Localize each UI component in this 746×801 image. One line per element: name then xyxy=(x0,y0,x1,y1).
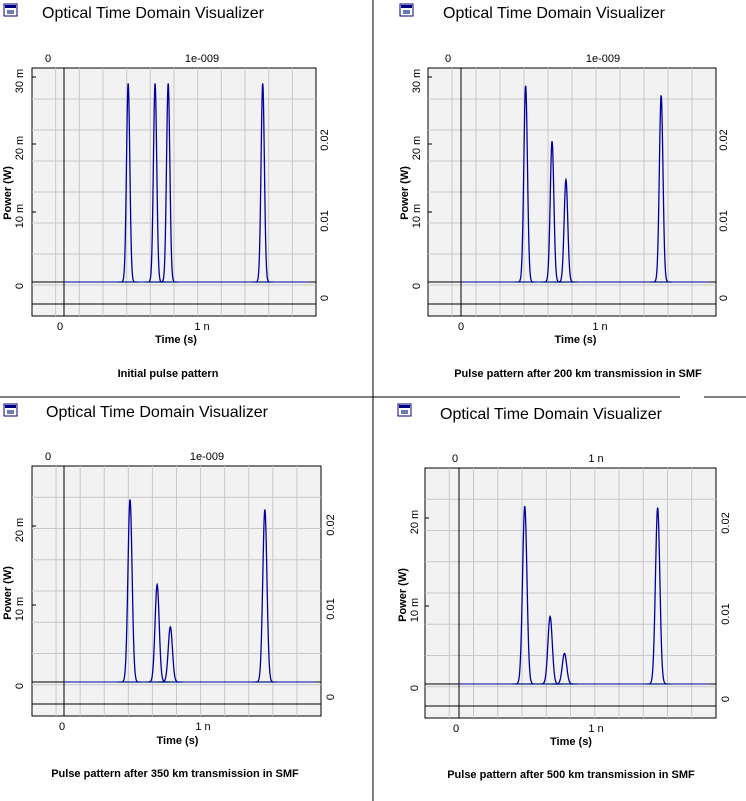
visualizer-window-icon[interactable] xyxy=(3,403,18,417)
x-axis-label: Time (s) xyxy=(157,735,199,747)
right-tick-label: 0 xyxy=(325,694,337,700)
left-tick-label: 0 xyxy=(14,283,26,289)
pulse-peak xyxy=(518,85,533,283)
right-tick-label: 0 xyxy=(720,696,732,702)
x-axis-label: Time (s) xyxy=(155,334,197,346)
bottom-tick-label: 1 n xyxy=(592,321,607,333)
top-tick-label: 0 xyxy=(445,53,451,65)
pulse-peak xyxy=(121,499,139,683)
left-tick-label: 20 m xyxy=(14,518,26,542)
right-tick-label: 0.02 xyxy=(718,129,730,150)
pulse-peak xyxy=(148,83,162,283)
pulse-peak xyxy=(256,509,274,683)
y-axis-label: Power (W) xyxy=(399,166,411,220)
chart-title: Optical Time Domain Visualizer xyxy=(46,404,269,421)
left-tick-label: 0 xyxy=(409,685,421,691)
right-tick-label: 0.01 xyxy=(325,598,337,619)
bottom-tick-label: 0 xyxy=(453,723,459,735)
pulse-peak xyxy=(541,615,559,685)
chart-panel-1: Optical Time Domain Visualizer 0 10 m 20 m 3… xyxy=(2,3,331,380)
visualizer-window-icon[interactable] xyxy=(399,3,414,17)
x-axis-label: Time (s) xyxy=(555,334,597,346)
top-tick-label: 0 xyxy=(45,451,51,463)
right-tick-label: 0 xyxy=(319,295,331,301)
top-tick-label: 1e-009 xyxy=(190,451,224,463)
visualizer-window-icon[interactable] xyxy=(397,403,412,417)
right-tick-label: 0.01 xyxy=(319,210,331,231)
left-tick-label: 10 m xyxy=(411,204,423,228)
chart-panel-3: Optical Time Domain Visualizer 0 10 m 20 m 0… xyxy=(2,403,337,780)
pulse-peak xyxy=(255,83,270,283)
chart-caption: Pulse pattern after 200 km transmission … xyxy=(454,368,702,380)
chart-title: Optical Time Domain Visualizer xyxy=(42,5,265,22)
left-tick-label: 30 m xyxy=(411,69,423,93)
bottom-tick-label: 1 n xyxy=(194,321,209,333)
plot-grid xyxy=(425,468,716,718)
y-axis-label: Power (W) xyxy=(397,568,409,622)
left-tick-label: 20 m xyxy=(411,136,423,160)
top-tick-label: 0 xyxy=(45,53,51,65)
top-tick-label: 0 xyxy=(452,453,458,465)
left-tick-label: 10 m xyxy=(409,598,421,622)
plot-grid xyxy=(32,466,321,716)
left-tick-label: 0 xyxy=(14,683,26,689)
top-tick-label: 1e-009 xyxy=(185,53,219,65)
chart-title: Optical Time Domain Visualizer xyxy=(443,5,666,22)
bottom-tick-label: 0 xyxy=(59,721,65,733)
right-tick-label: 0.02 xyxy=(720,512,732,533)
top-tick-label: 1e-009 xyxy=(586,53,620,65)
left-tick-label: 20 m xyxy=(14,136,26,160)
chart-title: Optical Time Domain Visualizer xyxy=(440,406,663,423)
top-tick-label: 1 n xyxy=(588,453,603,465)
pulse-peak xyxy=(148,582,166,683)
pulse-peak xyxy=(121,83,135,283)
right-tick-label: 0.01 xyxy=(718,210,730,231)
pulse-peak xyxy=(555,652,574,685)
pulse-peak xyxy=(161,625,179,683)
pulse-peak xyxy=(558,177,574,283)
chart-caption: Initial pulse pattern xyxy=(118,368,219,380)
pulse-peak xyxy=(653,95,669,283)
right-tick-label: 0 xyxy=(718,295,730,301)
chart-panel-2: Optical Time Domain Visualizer 0 10 m 20 m 3… xyxy=(399,3,730,380)
bottom-tick-label: 0 xyxy=(57,321,63,333)
pulse-peak xyxy=(161,83,175,283)
visualizer-window-icon[interactable] xyxy=(3,3,18,17)
chart-caption: Pulse pattern after 500 km transmission … xyxy=(447,769,695,781)
chart-caption: Pulse pattern after 350 km transmission … xyxy=(51,768,299,780)
left-tick-label: 10 m xyxy=(14,204,26,228)
plot-grid xyxy=(428,68,716,316)
y-axis-label: Power (W) xyxy=(2,166,14,220)
right-tick-label: 0.02 xyxy=(319,129,331,150)
pulse-peak xyxy=(544,141,560,283)
plot-grid xyxy=(32,68,316,316)
x-axis-label: Time (s) xyxy=(550,736,592,748)
left-tick-label: 0 xyxy=(411,283,423,289)
left-tick-label: 20 m xyxy=(409,510,421,534)
chart-panel-4: Optical Time Domain Visualizer 0 10 m 20 m 0… xyxy=(397,403,732,781)
left-tick-label: 10 m xyxy=(14,597,26,621)
bottom-tick-label: 1 n xyxy=(588,723,603,735)
pulse-peak xyxy=(648,507,667,685)
bottom-tick-label: 0 xyxy=(458,321,464,333)
y-axis-label: Power (W) xyxy=(2,566,14,620)
right-tick-label: 0.01 xyxy=(720,603,732,624)
left-tick-label: 30 m xyxy=(14,69,26,93)
bottom-tick-label: 1 n xyxy=(195,721,210,733)
right-tick-label: 0.02 xyxy=(325,514,337,535)
pulse-peak xyxy=(515,506,534,685)
